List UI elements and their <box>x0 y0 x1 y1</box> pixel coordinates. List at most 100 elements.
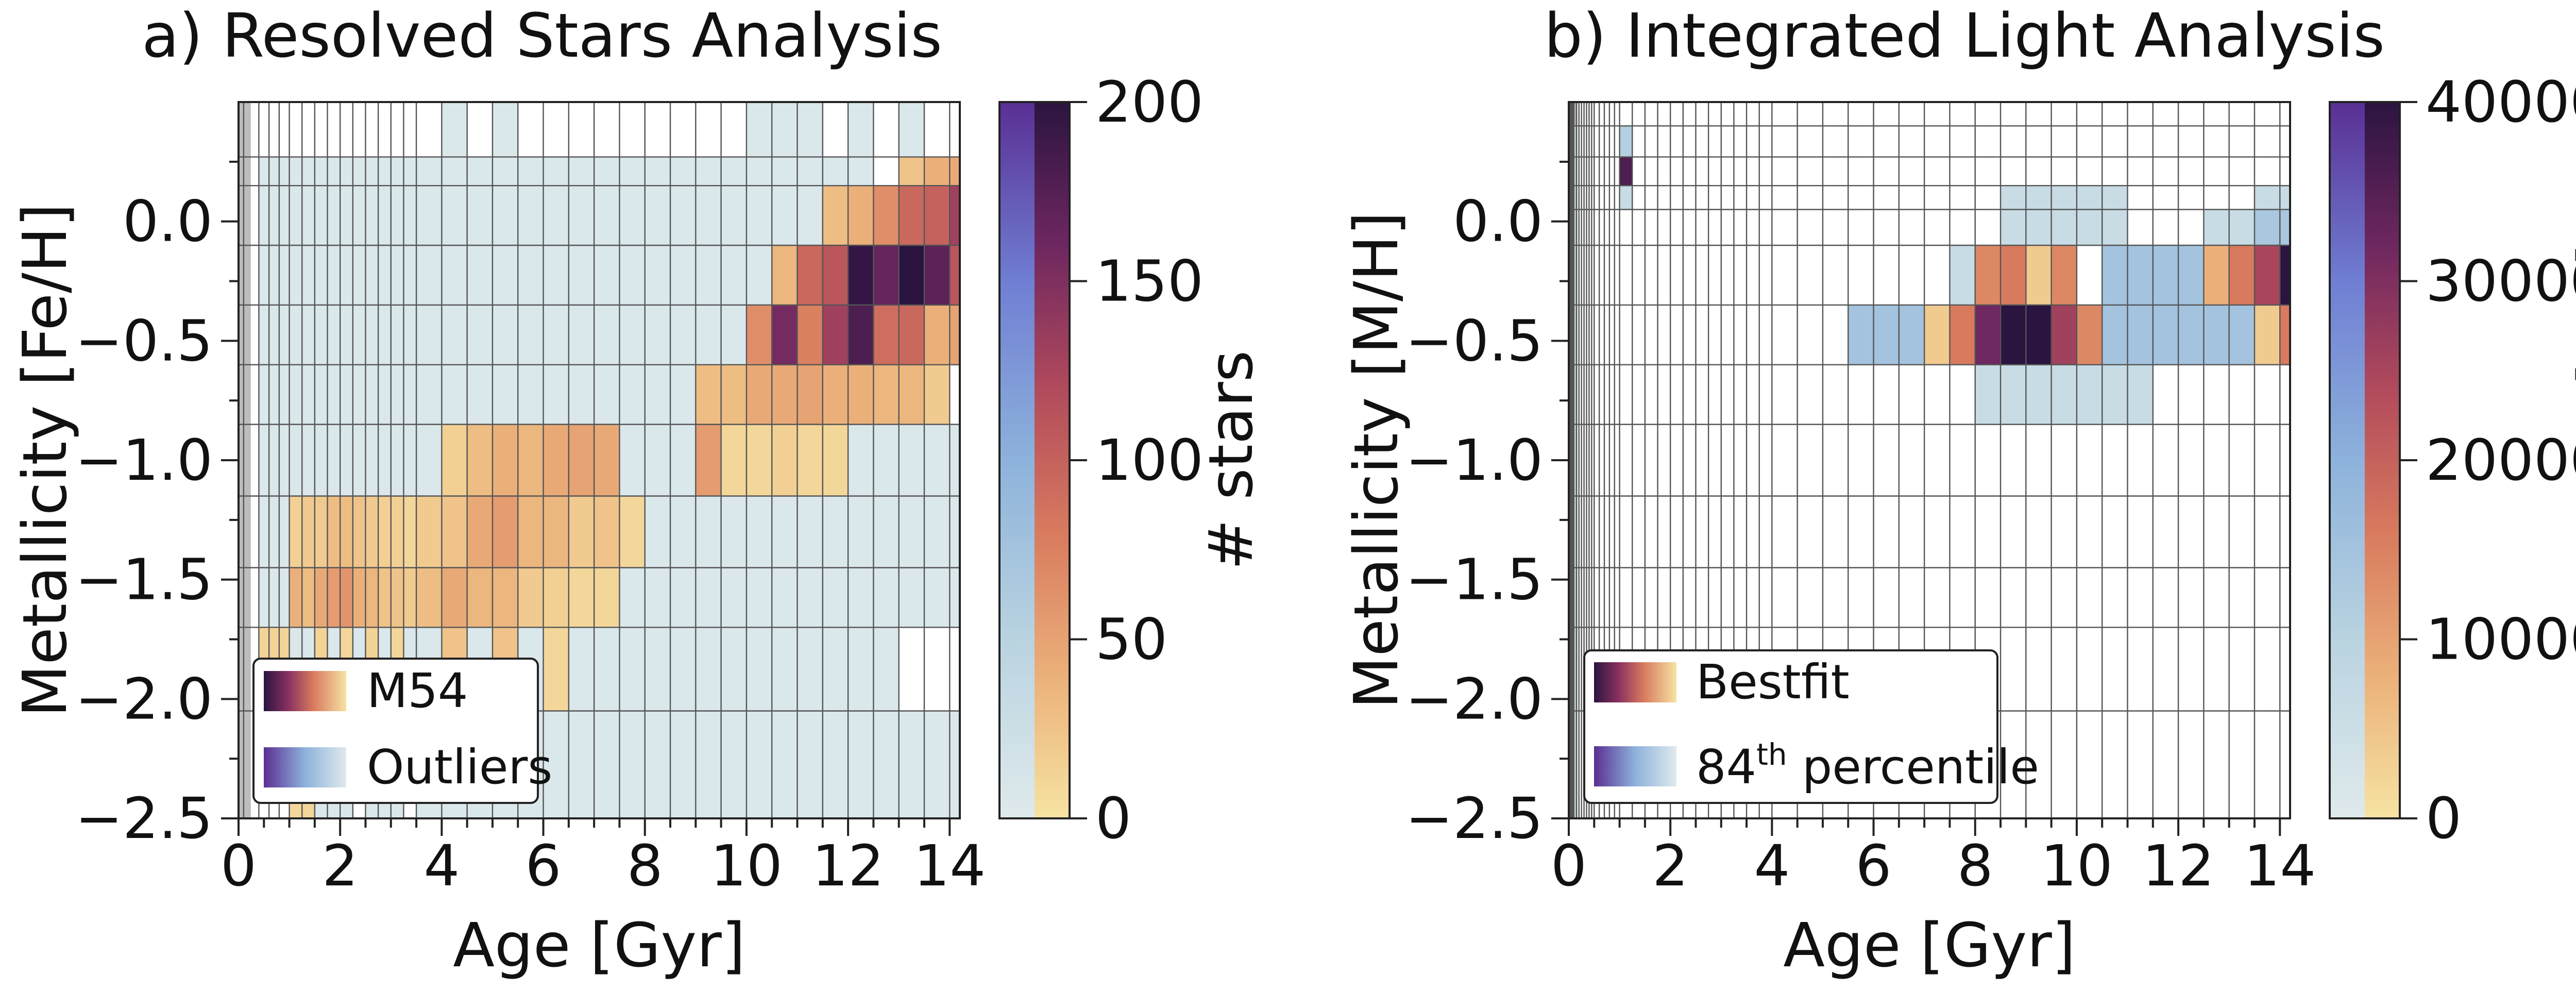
legend-label-outliers: Outliers <box>367 740 552 795</box>
outlier-cell <box>822 567 849 628</box>
outlier-cell <box>950 711 960 818</box>
panel-b-y-axis: −2.5 −2.0 −1.5 −1.0 −0.5 0.0 <box>1405 160 1569 851</box>
outlier-cell <box>924 496 950 568</box>
outlier-cell <box>518 157 544 186</box>
outlier-cell <box>848 627 874 711</box>
outlier-cell <box>1573 126 1577 157</box>
bestfit-cell <box>289 496 302 568</box>
bestfit-cell <box>378 496 391 568</box>
outlier-cell <box>619 305 645 365</box>
outlier-cell <box>259 424 269 496</box>
y-tick-label: −2.0 <box>1405 666 1543 732</box>
legend-box <box>1583 649 1998 804</box>
outlier-cell <box>2102 305 2128 365</box>
outlier-cell <box>391 157 404 186</box>
outlier-cell <box>543 305 569 365</box>
outlier-cell <box>403 424 417 496</box>
legend-swatch-outliers <box>264 747 346 787</box>
x-tick-label: 4 <box>1754 833 1790 899</box>
outlier-cell <box>442 245 467 305</box>
colorbar-outliers-strip <box>999 102 1035 818</box>
outlier-cell <box>2229 209 2255 245</box>
outlier-cell <box>696 245 721 305</box>
outlier-cell <box>269 157 279 186</box>
outlier-cell <box>391 186 404 245</box>
x-tick-label: 8 <box>627 833 663 899</box>
outlier-cell <box>645 245 671 305</box>
outlier-cell <box>2051 364 2077 425</box>
outlier-cell <box>442 102 467 157</box>
outlier-cell <box>2102 364 2128 425</box>
outlier-cell <box>746 102 772 157</box>
outlier-cell <box>848 102 874 157</box>
outlier-cell <box>797 496 823 568</box>
bestfit-cell <box>696 364 721 425</box>
bestfit-cell <box>442 567 467 628</box>
bestfit-cell <box>327 496 341 568</box>
outlier-cell <box>619 424 645 496</box>
outlier-cell <box>619 364 645 425</box>
bestfit-cell <box>2026 245 2052 305</box>
bestfit-cell <box>467 496 493 568</box>
bestfit-cell <box>568 567 595 628</box>
outlier-cell <box>899 424 924 496</box>
outlier-cell <box>670 711 696 818</box>
outlier-cell <box>279 157 290 186</box>
outlier-cell <box>378 186 391 245</box>
outlier-cell <box>2127 305 2153 365</box>
x-tick-label: 12 <box>2142 833 2214 899</box>
outlier-cell <box>645 627 671 711</box>
outlier-cell <box>1573 496 1577 568</box>
outlier-cell <box>1975 364 2001 425</box>
bestfit-cell <box>924 364 950 425</box>
x-tick-label: 0 <box>221 833 257 899</box>
outlier-cell <box>327 157 341 186</box>
outlier-cell <box>873 627 899 711</box>
outlier-cell <box>2153 305 2179 365</box>
outlier-cell <box>467 305 493 365</box>
bestfit-cell <box>797 424 823 496</box>
outlier-cell <box>848 157 874 186</box>
bestfit-cell <box>899 245 924 305</box>
outlier-cell <box>340 364 353 425</box>
bestfit-cell <box>2229 245 2255 305</box>
bestfit-cell <box>543 424 569 496</box>
outlier-cell <box>2076 209 2103 245</box>
outlier-cell <box>467 157 493 186</box>
x-tick-label: 14 <box>913 833 986 899</box>
bestfit-cell <box>1619 157 1633 186</box>
x-tick-label: 10 <box>710 833 783 899</box>
outlier-cell <box>327 186 341 245</box>
outlier-cell <box>302 364 315 425</box>
outlier-cell <box>314 305 328 365</box>
young-age-band <box>239 102 251 818</box>
bestfit-cell <box>822 424 849 496</box>
bestfit-cell <box>492 424 518 496</box>
outlier-cell <box>568 186 595 245</box>
outlier-cell <box>670 186 696 245</box>
bestfit-cell <box>822 186 849 245</box>
outlier-cell <box>594 245 620 305</box>
bestfit-cell <box>848 364 874 425</box>
outlier-cell <box>899 567 924 628</box>
outlier-cell <box>645 157 671 186</box>
bestfit-cell <box>467 424 493 496</box>
x-tick-label: 12 <box>812 833 884 899</box>
outlier-cell <box>822 157 849 186</box>
outlier-cell <box>645 424 671 496</box>
outlier-cell <box>1573 209 1577 245</box>
panel-b-colorbar: 0 10000 20000 30000 40000 SSP mass [M⊙] <box>2329 69 2576 851</box>
y-tick-label: −1.5 <box>75 547 213 613</box>
colorbar-main-strip <box>1035 102 1070 818</box>
legend-label-percentile-sup: th <box>1756 737 1787 772</box>
panel-a: a) Resolved Stars Analysis 0 2 4 6 8 10 12 14 −… <box>9 0 1266 981</box>
outlier-cell <box>924 424 950 496</box>
outlier-cell <box>442 157 467 186</box>
outlier-cell <box>645 305 671 365</box>
bestfit-cell <box>950 157 960 186</box>
outlier-cell <box>543 711 569 818</box>
outlier-cell <box>1573 186 1577 210</box>
outlier-cell <box>352 186 366 245</box>
colorbar-label: # stars <box>1195 350 1266 570</box>
outlier-cell <box>822 627 849 711</box>
